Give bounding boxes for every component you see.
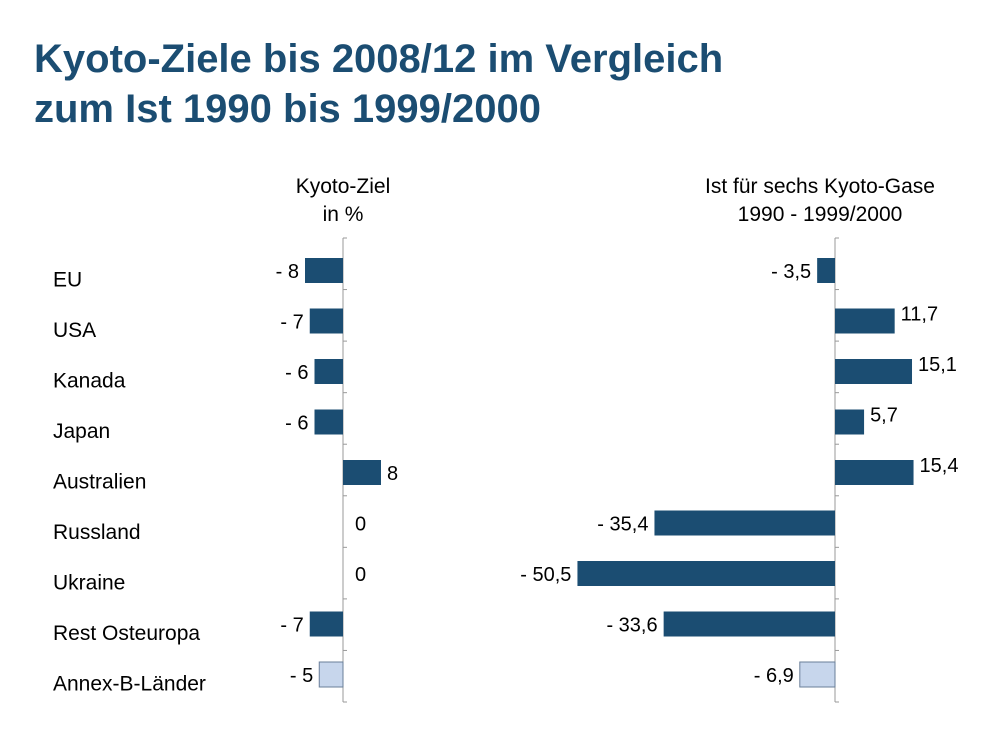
chart-title: Kyoto-Ziele bis 2008/12 im Vergleich zum… bbox=[34, 34, 974, 134]
chart-title-line-2: zum Ist 1990 bis 1999/2000 bbox=[34, 87, 541, 131]
bar bbox=[835, 359, 913, 384]
column-header-line-2: 1990 - 1999/2000 bbox=[738, 203, 903, 226]
category-label: Russland bbox=[53, 521, 141, 544]
total-bar bbox=[318, 661, 344, 688]
bar bbox=[343, 460, 381, 485]
category-label: Rest Osteuropa bbox=[53, 622, 200, 645]
column-header-line-1: Kyoto-Ziel bbox=[296, 175, 391, 198]
kyoto-target-chart: Kyoto-Ziel in % - 8 - 7 - 6 - 6 8 0 0 - 7 - 5 bbox=[276, 175, 398, 703]
bar bbox=[309, 611, 343, 637]
bar bbox=[314, 409, 343, 435]
value-label: 5,7 bbox=[870, 405, 898, 427]
bar bbox=[835, 409, 865, 435]
bar bbox=[835, 308, 895, 334]
value-label: - 6,9 bbox=[754, 665, 794, 687]
category-label: Australien bbox=[53, 471, 146, 494]
category-labels: EU USA Kanada Japan Australien Russland Ukrain… bbox=[53, 269, 206, 696]
bar bbox=[654, 510, 835, 536]
value-label: 8 bbox=[387, 463, 398, 485]
category-label: Annex-B-Länder bbox=[53, 673, 206, 696]
value-label: - 6 bbox=[285, 362, 308, 384]
category-label: Kanada bbox=[53, 370, 126, 393]
category-label: USA bbox=[53, 319, 96, 342]
bar bbox=[314, 359, 343, 384]
value-label: - 50,5 bbox=[520, 564, 571, 586]
bar bbox=[817, 258, 835, 283]
total-bar bbox=[799, 661, 836, 688]
bar bbox=[835, 460, 914, 485]
chart-title-line-1: Kyoto-Ziele bis 2008/12 im Vergleich bbox=[34, 37, 724, 81]
value-label: - 7 bbox=[280, 615, 303, 637]
value-label: - 8 bbox=[276, 261, 299, 283]
value-label: 15,4 bbox=[920, 455, 959, 477]
value-label: 0 bbox=[355, 514, 366, 536]
category-label: Ukraine bbox=[53, 572, 125, 595]
actual-emissions-chart: Ist für sechs Kyoto-Gase 1990 - 1999/2000… bbox=[520, 175, 959, 703]
bar bbox=[663, 611, 835, 637]
value-label: - 6 bbox=[285, 413, 308, 435]
value-label: - 3,5 bbox=[771, 261, 811, 283]
value-label: - 7 bbox=[280, 312, 303, 334]
value-label: 15,1 bbox=[918, 354, 957, 376]
category-label: EU bbox=[53, 269, 82, 292]
value-label: 0 bbox=[355, 564, 366, 586]
value-label: 11,7 bbox=[901, 304, 938, 326]
bar bbox=[577, 561, 835, 586]
bar bbox=[305, 258, 343, 283]
bar bbox=[309, 308, 343, 334]
category-label: Japan bbox=[53, 420, 110, 443]
value-label: - 5 bbox=[290, 665, 313, 687]
column-header-line-2: in % bbox=[323, 203, 364, 226]
column-header-line-1: Ist für sechs Kyoto-Gase bbox=[705, 175, 935, 198]
value-label: - 35,4 bbox=[597, 514, 648, 536]
value-label: - 33,6 bbox=[606, 615, 657, 637]
